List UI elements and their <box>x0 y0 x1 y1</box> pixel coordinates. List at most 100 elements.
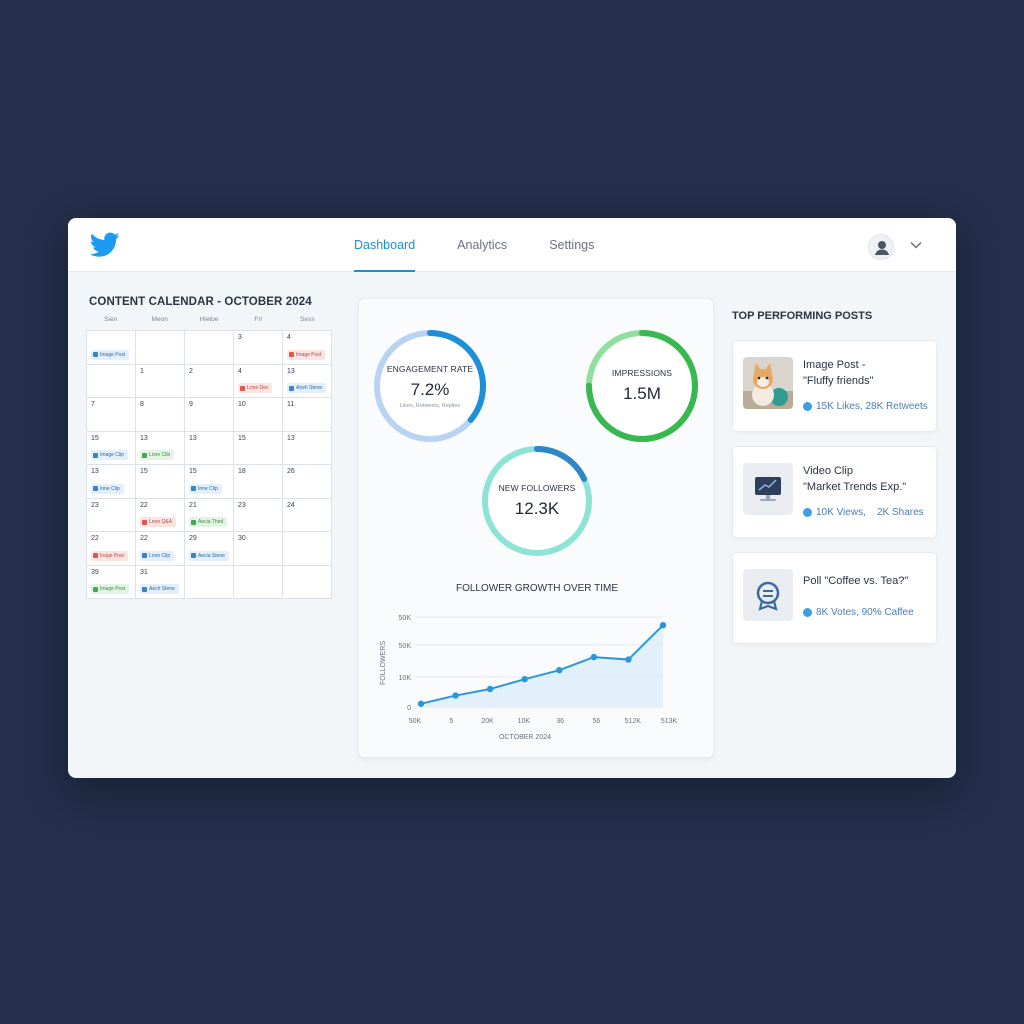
post-title-line2: "Fluffy friends" <box>803 375 874 387</box>
calendar-title: CONTENT CALENDAR - OCTOBER 2024 <box>89 296 312 308</box>
y-axis-label: FOLLOWERS <box>380 641 387 685</box>
top-post-card[interactable]: Poll "Coffee vs. Tea?" 8K Votes, 90% Caf… <box>732 552 937 644</box>
calendar-day-cell[interactable]: 39 Image Post <box>87 565 136 599</box>
calendar-day-cell[interactable]: 2 <box>185 364 234 398</box>
calendar-day-cell[interactable]: 22 Lnne Q&A <box>136 498 185 532</box>
scheduled-post-chip[interactable]: Lnne Dev <box>238 383 273 393</box>
post-thumbnail-video <box>743 463 793 515</box>
calendar-day-cell[interactable]: Image Post <box>87 331 136 365</box>
top-bar: Dashboard Analytics Settings <box>68 218 956 272</box>
calendar-day-cell[interactable]: 15 <box>234 431 283 465</box>
scheduled-post-chip[interactable]: Inne Clip <box>91 483 124 494</box>
calendar-day-cell[interactable]: 15 Image Clip <box>87 431 136 465</box>
tab-analytics[interactable]: Analytics <box>457 238 508 252</box>
calendar-day-cell[interactable]: 11 <box>283 398 332 432</box>
impressions-value: 1.5M <box>623 384 661 403</box>
calendar-day-cell[interactable]: 13 Inne Clip <box>87 465 136 499</box>
scheduled-post-chip[interactable]: Aneh Stene <box>287 383 327 393</box>
metrics-panel: ENGAGEMENT RATE 7.2% Likes, Retweets, Re… <box>358 298 714 758</box>
top-post-card[interactable]: Image Post - "Fluffy friends" 15K Likes,… <box>732 340 937 432</box>
video-chart-icon <box>755 477 781 501</box>
calendar-day-cell[interactable]: 22 Lnne Clip <box>136 532 185 566</box>
calendar-day-cell[interactable]: 13 <box>185 431 234 465</box>
chip-label: Aecia Thed <box>198 519 224 525</box>
data-point <box>417 700 425 707</box>
calendar-day-cell[interactable]: 10 <box>234 398 283 432</box>
calendar-day-cell[interactable]: 8 <box>136 398 185 432</box>
day-number: 4 <box>238 367 242 375</box>
calendar-day-cell[interactable]: 3 <box>234 331 283 365</box>
top-post-card[interactable]: Video Clip "Market Trends Exp." 10K View… <box>732 446 937 538</box>
scheduled-post-chip[interactable]: Aecia Stene <box>189 550 229 561</box>
post-type-icon <box>93 452 98 458</box>
chevron-down-icon[interactable] <box>910 240 922 250</box>
calendar-day-cell[interactable]: 15 <box>136 465 185 499</box>
calendar-day-cell[interactable] <box>185 331 234 365</box>
tab-settings[interactable]: Settings <box>549 238 595 252</box>
scheduled-post-chip[interactable]: Image Post <box>91 584 130 594</box>
post-thumbnail-kitten <box>743 357 793 409</box>
calendar-day-cell[interactable]: 13 Aneh Stene <box>283 364 332 398</box>
calendar-day-cell[interactable]: 13 <box>283 431 332 465</box>
scheduled-post-chip[interactable]: Aech Stene <box>140 584 179 594</box>
chip-label: Image Post <box>100 351 126 358</box>
scheduled-post-chip[interactable]: Inne Clip <box>189 483 222 494</box>
chip-label: Lnne Clib <box>149 452 171 458</box>
calendar-day-cell[interactable]: 24 <box>283 498 332 532</box>
post-type-icon <box>93 586 98 592</box>
calendar-day-cell[interactable] <box>185 565 234 599</box>
calendar-day-cell[interactable]: 4 Image Post <box>283 331 332 365</box>
x-tick-label: 512K <box>625 718 642 725</box>
day-number <box>91 368 131 378</box>
scheduled-post-chip[interactable]: Aecia Thed <box>189 517 228 527</box>
calendar-day-cell[interactable]: 23 <box>87 498 136 532</box>
calendar-day-cell[interactable]: 21 Aecia Thed <box>185 498 234 532</box>
calendar-day-cell[interactable] <box>87 364 136 398</box>
post-title-line1: Image Post - <box>803 359 866 371</box>
tab-dashboard[interactable]: Dashboard <box>354 218 416 272</box>
calendar-day-cell[interactable] <box>283 565 332 599</box>
day-number <box>238 569 278 579</box>
calendar-day-cell[interactable]: 26 <box>283 465 332 499</box>
day-number: 18 <box>238 468 246 475</box>
x-tick-label: 56 <box>593 718 601 725</box>
calendar-day-cell[interactable]: 13 Lnne Clib <box>136 431 185 465</box>
calendar-day-cell[interactable]: 4 Lnne Dev <box>234 364 283 398</box>
scheduled-post-chip[interactable]: Lnne Clib <box>140 450 175 460</box>
day-number: 29 <box>189 535 197 542</box>
calendar-day-cell[interactable]: 7 <box>87 398 136 432</box>
scheduled-post-chip[interactable]: Image Post <box>287 349 326 360</box>
calendar-day-cell[interactable] <box>283 532 332 566</box>
scheduled-post-chip[interactable]: Image Post <box>91 349 130 360</box>
calendar-day-cell[interactable]: 31 Aech Stene <box>136 565 185 599</box>
day-number: 24 <box>287 501 295 509</box>
calendar-day-cell[interactable]: 30 <box>234 532 283 566</box>
calendar-day-cell[interactable]: 1 <box>136 364 185 398</box>
day-number: 13 <box>189 434 197 442</box>
impressions-ring-chart <box>586 330 698 442</box>
scheduled-post-chip[interactable]: Lnne Clip <box>140 550 175 561</box>
calendar-day-cell[interactable]: 29 Aecia Stene <box>185 532 234 566</box>
bird-logo-icon[interactable] <box>90 232 120 258</box>
scheduled-post-chip[interactable]: Lnne Q&A <box>140 517 177 527</box>
x-tick-label: 36 <box>556 718 564 725</box>
x-tick-label: 10K <box>518 718 531 725</box>
post-type-icon <box>240 385 245 391</box>
chip-label: Inne Clip <box>100 485 120 492</box>
calendar-day-cell[interactable]: 23 <box>234 498 283 532</box>
day-number: 7 <box>91 401 95 408</box>
weekday-label: Hietoe <box>199 316 219 323</box>
weekday-label: Frl <box>254 316 262 323</box>
calendar-day-cell[interactable]: 22 Inage Post <box>87 532 136 566</box>
followers-value: 12.3K <box>514 499 560 518</box>
calendar-day-cell[interactable] <box>234 565 283 599</box>
y-tick-label: 10K <box>399 675 412 682</box>
calendar-day-cell[interactable]: 15 Inne Clip <box>185 465 234 499</box>
scheduled-post-chip[interactable]: Inage Post <box>91 550 128 561</box>
avatar[interactable] <box>868 234 894 260</box>
scheduled-post-chip[interactable]: Image Clip <box>91 450 128 460</box>
calendar-day-cell[interactable] <box>136 331 185 365</box>
calendar-day-cell[interactable]: 18 <box>234 465 283 499</box>
calendar-day-cell[interactable]: 9 <box>185 398 234 432</box>
engagement-rate-ring: ENGAGEMENT RATE 7.2% Likes, Retweets, Re… <box>373 329 487 443</box>
